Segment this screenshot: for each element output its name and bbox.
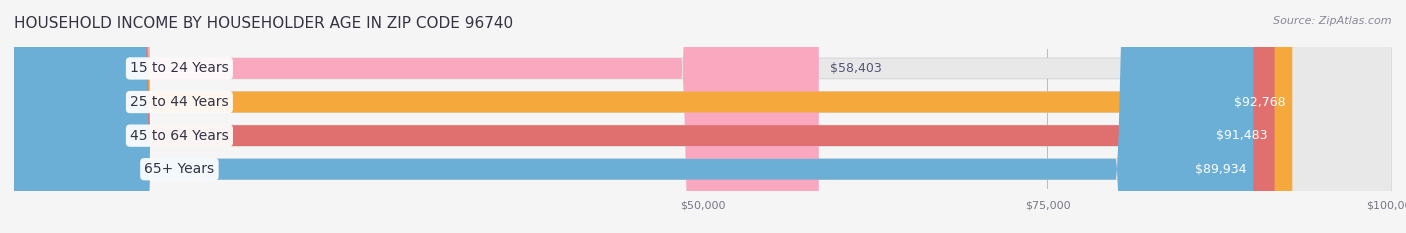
Text: 15 to 24 Years: 15 to 24 Years — [129, 62, 229, 75]
FancyBboxPatch shape — [14, 0, 1392, 233]
Text: 65+ Years: 65+ Years — [145, 162, 215, 176]
Text: HOUSEHOLD INCOME BY HOUSEHOLDER AGE IN ZIP CODE 96740: HOUSEHOLD INCOME BY HOUSEHOLDER AGE IN Z… — [14, 16, 513, 31]
Text: 25 to 44 Years: 25 to 44 Years — [131, 95, 229, 109]
Text: 45 to 64 Years: 45 to 64 Years — [129, 129, 229, 143]
FancyBboxPatch shape — [14, 0, 818, 233]
FancyBboxPatch shape — [14, 0, 1275, 233]
Text: $91,483: $91,483 — [1216, 129, 1268, 142]
FancyBboxPatch shape — [14, 0, 1392, 233]
FancyBboxPatch shape — [14, 0, 1253, 233]
FancyBboxPatch shape — [14, 0, 1292, 233]
Text: $89,934: $89,934 — [1195, 163, 1246, 176]
FancyBboxPatch shape — [14, 0, 1392, 233]
Text: Source: ZipAtlas.com: Source: ZipAtlas.com — [1274, 16, 1392, 26]
Text: $92,768: $92,768 — [1234, 96, 1285, 109]
Text: $58,403: $58,403 — [830, 62, 882, 75]
FancyBboxPatch shape — [14, 0, 1392, 233]
